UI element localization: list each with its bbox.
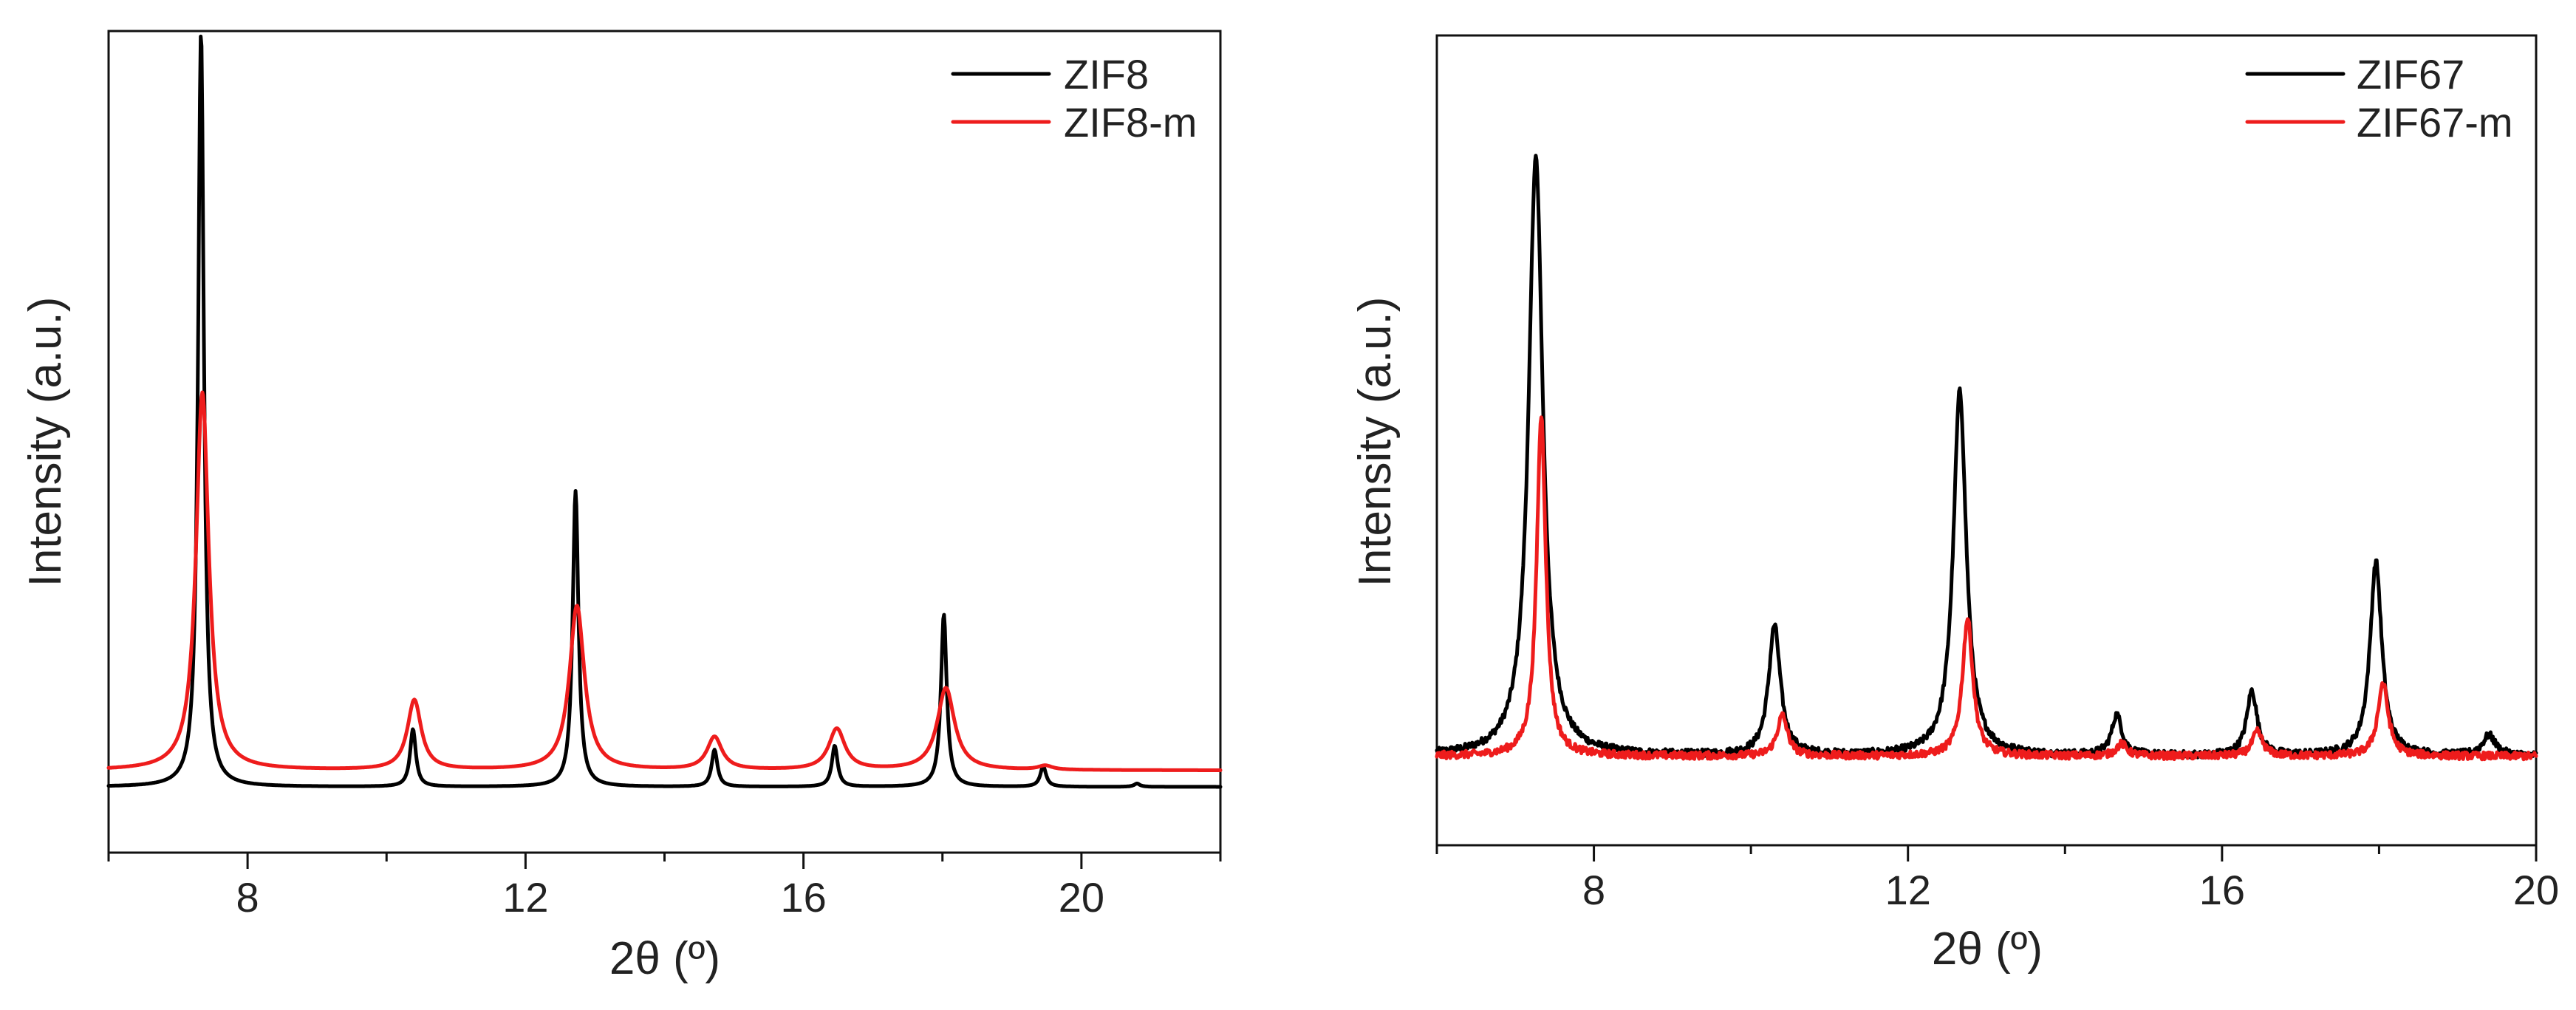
x-axis-label: 2θ (º) [1932, 924, 2043, 975]
series-line-zif8 [106, 34, 1223, 789]
x-axis-ticks [1435, 845, 2538, 861]
series-line-zif67 [1435, 154, 2538, 760]
legend: ZIF8 ZIF8-m [951, 51, 1197, 146]
x-tick-label: 20 [2513, 867, 2559, 913]
x-tick-label: 8 [236, 874, 259, 921]
plot-frame [1435, 34, 2538, 847]
series-line-zif67-m [1435, 415, 2538, 762]
y-axis-label: Intensity (a.u.) [20, 297, 71, 587]
x-axis-ticks [107, 853, 1222, 869]
legend-label-zif67: ZIF67 [2357, 51, 2464, 98]
legend: ZIF67 ZIF67-m [2245, 51, 2513, 146]
chart-zif67-panel: 8 12 16 20 2θ (º) Intensity (a.u.) ZIF67 ZI… [1350, 34, 2559, 975]
x-axis-label: 2θ (º) [609, 933, 720, 984]
x-tick-label: 16 [780, 874, 826, 921]
legend-label-zif8: ZIF8 [1064, 51, 1149, 98]
chart-zif8-panel: 8 12 16 20 2θ (º) Intensity (a.u.) ZIF8 ZIF… [20, 30, 1223, 984]
x-tick-label: 12 [1885, 867, 1931, 913]
plot-frame [107, 30, 1222, 854]
x-tick-label: 8 [1582, 867, 1605, 913]
x-axis-tick-labels: 8 12 16 20 [236, 874, 1104, 921]
legend-label-zif8-m: ZIF8-m [1064, 99, 1197, 146]
y-axis-label: Intensity (a.u.) [1350, 297, 1401, 587]
series-lines [1435, 154, 2538, 762]
x-tick-label: 20 [1059, 874, 1104, 921]
x-axis-tick-labels: 8 12 16 20 [1582, 867, 2559, 913]
x-tick-label: 12 [502, 874, 548, 921]
series-lines [106, 34, 1223, 789]
series-line-zif8-m [106, 390, 1223, 772]
x-tick-label: 16 [2199, 867, 2245, 913]
legend-label-zif67-m: ZIF67-m [2357, 99, 2513, 146]
